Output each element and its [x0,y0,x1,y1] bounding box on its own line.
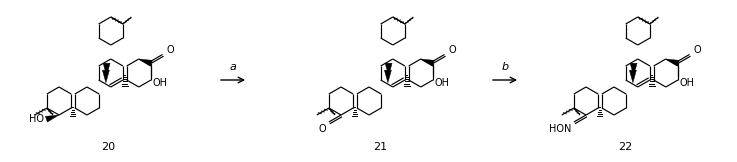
Text: 22: 22 [618,142,632,152]
Polygon shape [139,59,153,66]
Text: 20: 20 [101,142,115,152]
Polygon shape [385,63,392,76]
Polygon shape [666,59,680,66]
Text: O: O [167,45,174,55]
Text: HON: HON [548,124,571,134]
Text: OH: OH [680,78,694,88]
Text: O: O [318,124,326,134]
Text: b: b [501,62,509,72]
Text: OH: OH [434,78,450,88]
Text: a: a [229,62,237,72]
Polygon shape [103,63,110,76]
Polygon shape [46,115,59,122]
Text: HO: HO [29,114,44,124]
Polygon shape [629,70,637,83]
Polygon shape [102,70,109,83]
Polygon shape [630,63,637,76]
Text: OH: OH [153,78,167,88]
Polygon shape [385,70,391,83]
Text: 21: 21 [373,142,387,152]
Polygon shape [421,59,434,66]
Text: O: O [449,45,456,55]
Text: O: O [694,45,701,55]
